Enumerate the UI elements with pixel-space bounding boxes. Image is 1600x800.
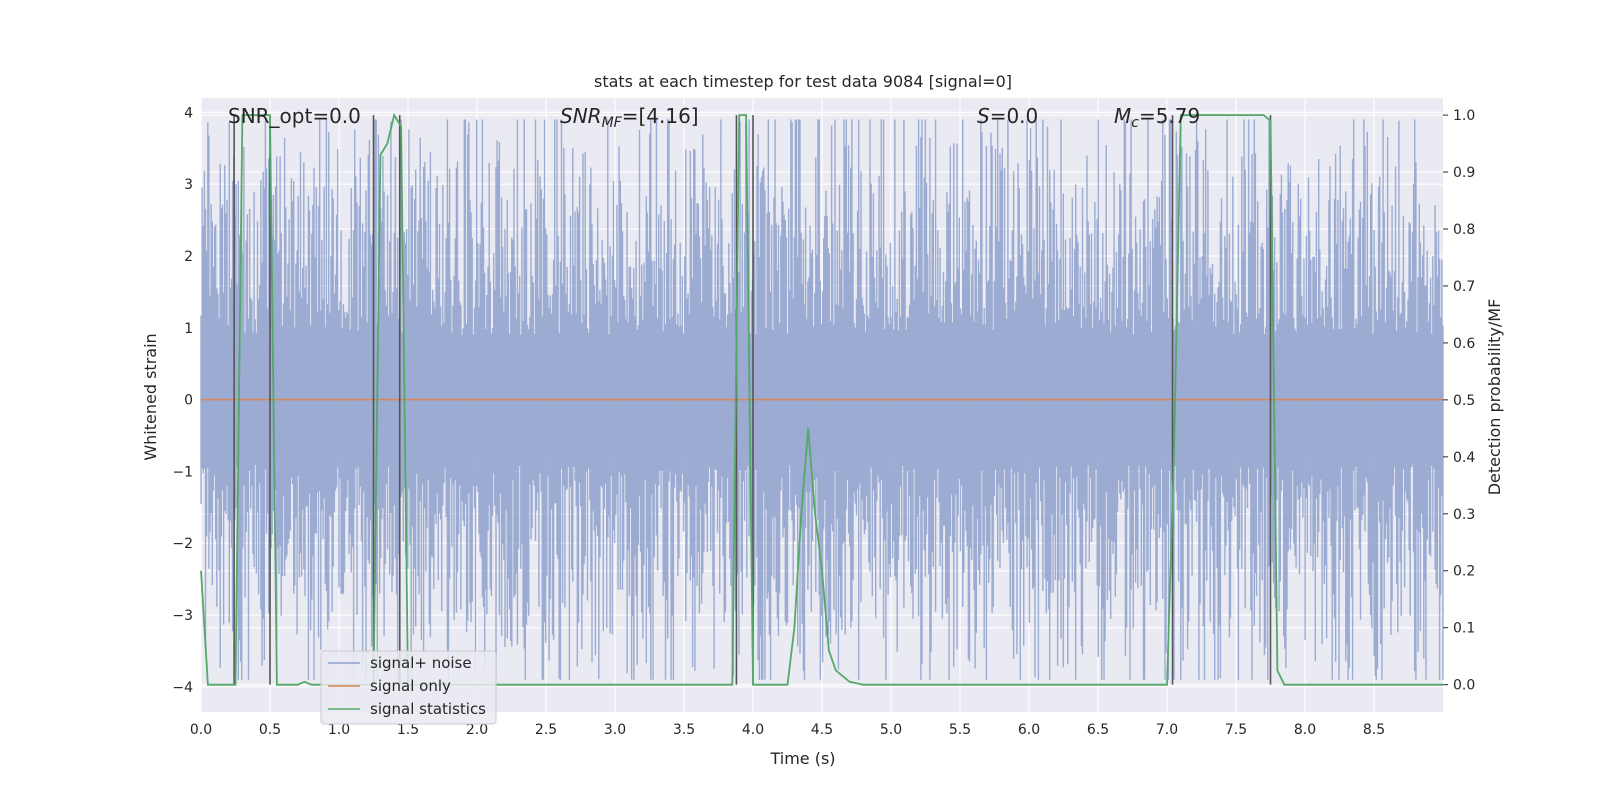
- x-tick-label: 5.5: [949, 722, 971, 738]
- legend-box: [320, 650, 497, 725]
- y-tick-label-left: 4: [184, 105, 193, 121]
- y-axis-label-left: Whitened strain: [141, 333, 160, 460]
- x-tick-label: 0.0: [190, 722, 212, 738]
- legend-label-noise: signal+ noise: [370, 654, 472, 672]
- y-tick-label-left: 1: [184, 321, 193, 337]
- x-tick-label: 6.5: [1087, 722, 1109, 738]
- x-tick-label: 4.0: [742, 722, 764, 738]
- x-tick-label: 1.5: [397, 722, 419, 738]
- y-tick-label-right: 0.2: [1453, 564, 1475, 580]
- x-tick-label: 0.5: [259, 722, 281, 738]
- y-axis-label-right: Detection probability/MF: [1485, 299, 1504, 496]
- y-tick-label-right: 0.5: [1453, 393, 1475, 409]
- y-tick-label-left: −4: [172, 680, 193, 696]
- y-tick-label-left: 0: [184, 393, 193, 409]
- x-tick-label: 2.0: [466, 722, 488, 738]
- y-tick-label-right: 0.0: [1453, 678, 1475, 694]
- annotation-snr-mf: SNRMF=[4.16]: [560, 104, 699, 131]
- x-tick-label: 7.0: [1156, 722, 1178, 738]
- legend: signal+ noise signal only signal statist…: [320, 650, 497, 725]
- x-tick-label: 2.5: [535, 722, 557, 738]
- y-tick-label-right: 0.6: [1453, 336, 1475, 352]
- y-tick-label-right: 1.0: [1453, 108, 1475, 124]
- legend-label-stats: signal statistics: [370, 700, 486, 718]
- y-tick-label-right: 0.3: [1453, 507, 1475, 523]
- x-tick-label: 4.5: [811, 722, 833, 738]
- x-tick-label: 3.0: [604, 722, 626, 738]
- chart-title: stats at each timestep for test data 908…: [594, 72, 1012, 91]
- y-tick-label-left: 3: [184, 177, 193, 193]
- signal-statistics-line: [200, 112, 1443, 686]
- y-tick-label-left: −2: [172, 536, 193, 552]
- x-tick-label: 7.5: [1225, 722, 1247, 738]
- y-tick-label-right: 0.4: [1453, 450, 1475, 466]
- y-tick-label-left: 2: [184, 249, 193, 265]
- x-tick-label: 5.0: [880, 722, 902, 738]
- x-axis-label: Time (s): [769, 749, 835, 768]
- y-tick-label-right: 0.9: [1453, 165, 1475, 181]
- series-lines: [200, 112, 1443, 686]
- x-tick-label: 8.5: [1363, 722, 1385, 738]
- x-tick-label: 1.0: [328, 722, 350, 738]
- x-tick-label: 3.5: [673, 722, 695, 738]
- x-tick-label: 6.0: [1018, 722, 1040, 738]
- y-tick-label-right: 0.8: [1453, 222, 1475, 238]
- axis-ticks: 0.0 0.5 1.0 1.5 2.0 2.5 3.0 3.5 4.0 4.5 5.0 5.5 6.0 6…: [172, 105, 1475, 738]
- annotation-mc: Mc=5.79: [1114, 104, 1200, 131]
- y-tick-label-left: −1: [172, 464, 193, 480]
- y-tick-label-right: 0.7: [1453, 279, 1475, 295]
- annotation-s: S=0.0: [977, 104, 1038, 128]
- x-tick-label: 8.0: [1294, 722, 1316, 738]
- legend-label-signal: signal only: [370, 677, 451, 695]
- annotation-snr-opt: SNR_opt=0.0: [228, 104, 361, 128]
- y-tick-label-right: 0.1: [1453, 621, 1475, 637]
- y-tick-label-left: −3: [172, 608, 193, 624]
